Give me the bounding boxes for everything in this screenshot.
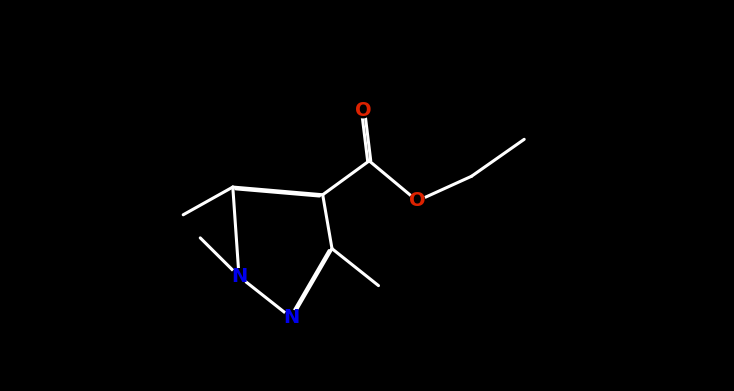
Text: N: N: [283, 308, 299, 327]
Circle shape: [284, 310, 299, 326]
Circle shape: [410, 193, 425, 209]
Text: O: O: [409, 192, 426, 210]
Circle shape: [231, 269, 247, 284]
Circle shape: [355, 102, 371, 118]
Text: N: N: [231, 267, 247, 286]
Text: O: O: [355, 100, 371, 120]
